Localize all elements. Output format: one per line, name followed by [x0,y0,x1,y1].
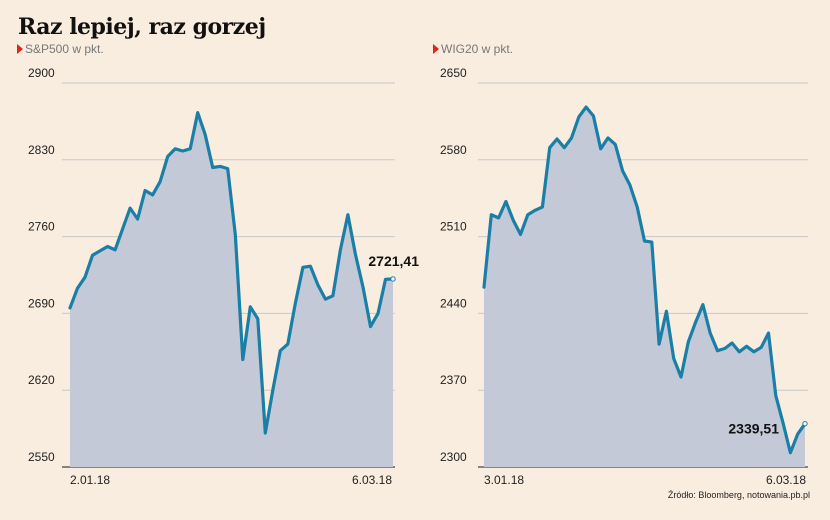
sp500-y-tick-label: 2550 [28,450,55,464]
sp500-subtitle: S&P500 w pkt. [17,42,104,56]
wig20-last-value-label: 2339,51 [728,421,779,437]
sp500-y-tick-label: 2900 [28,66,55,80]
sp500-y-tick-label: 2620 [28,373,55,387]
sp500-y-tick-label: 2830 [28,143,55,157]
wig20-last-point [802,420,808,427]
chart-title: Raz lepiej, raz gorzej [18,14,266,40]
red-triangle-icon [17,44,23,54]
sp500-series-line [68,111,395,435]
red-triangle-icon [433,44,439,54]
sp500-end-date-label: 6.03.18 [352,473,392,487]
sp500-y-tick-label: 2760 [28,220,55,234]
wig20-end-date-label: 6.03.18 [766,473,806,487]
sp500-series-label: S&P500 w pkt. [25,42,104,56]
wig20-y-tick-label: 2510 [440,220,467,234]
sp500-start-date-label: 2.01.18 [70,473,110,487]
wig20-y-tick-label: 2300 [440,450,467,464]
sp500-last-value-label: 2721,41 [368,253,419,269]
wig20-series-label: WIG20 w pkt. [441,42,514,56]
wig20-y-tick-label: 2370 [440,373,467,387]
sp500-last-point [390,276,396,282]
wig20-y-tick-label: 2440 [440,296,467,310]
wig20-subtitle: WIG20 w pkt. [433,42,513,56]
wig20-y-tick-label: 2650 [440,66,467,80]
wig20-start-date-label: 3.01.18 [484,473,524,487]
sp500-y-tick-label: 2690 [28,296,55,310]
sp500-area [70,112,393,467]
source-note: Źródło: Bloomberg, notowania.pb.pl [667,490,810,500]
wig20-area [484,107,805,467]
wig20-y-tick-label: 2580 [440,143,467,157]
